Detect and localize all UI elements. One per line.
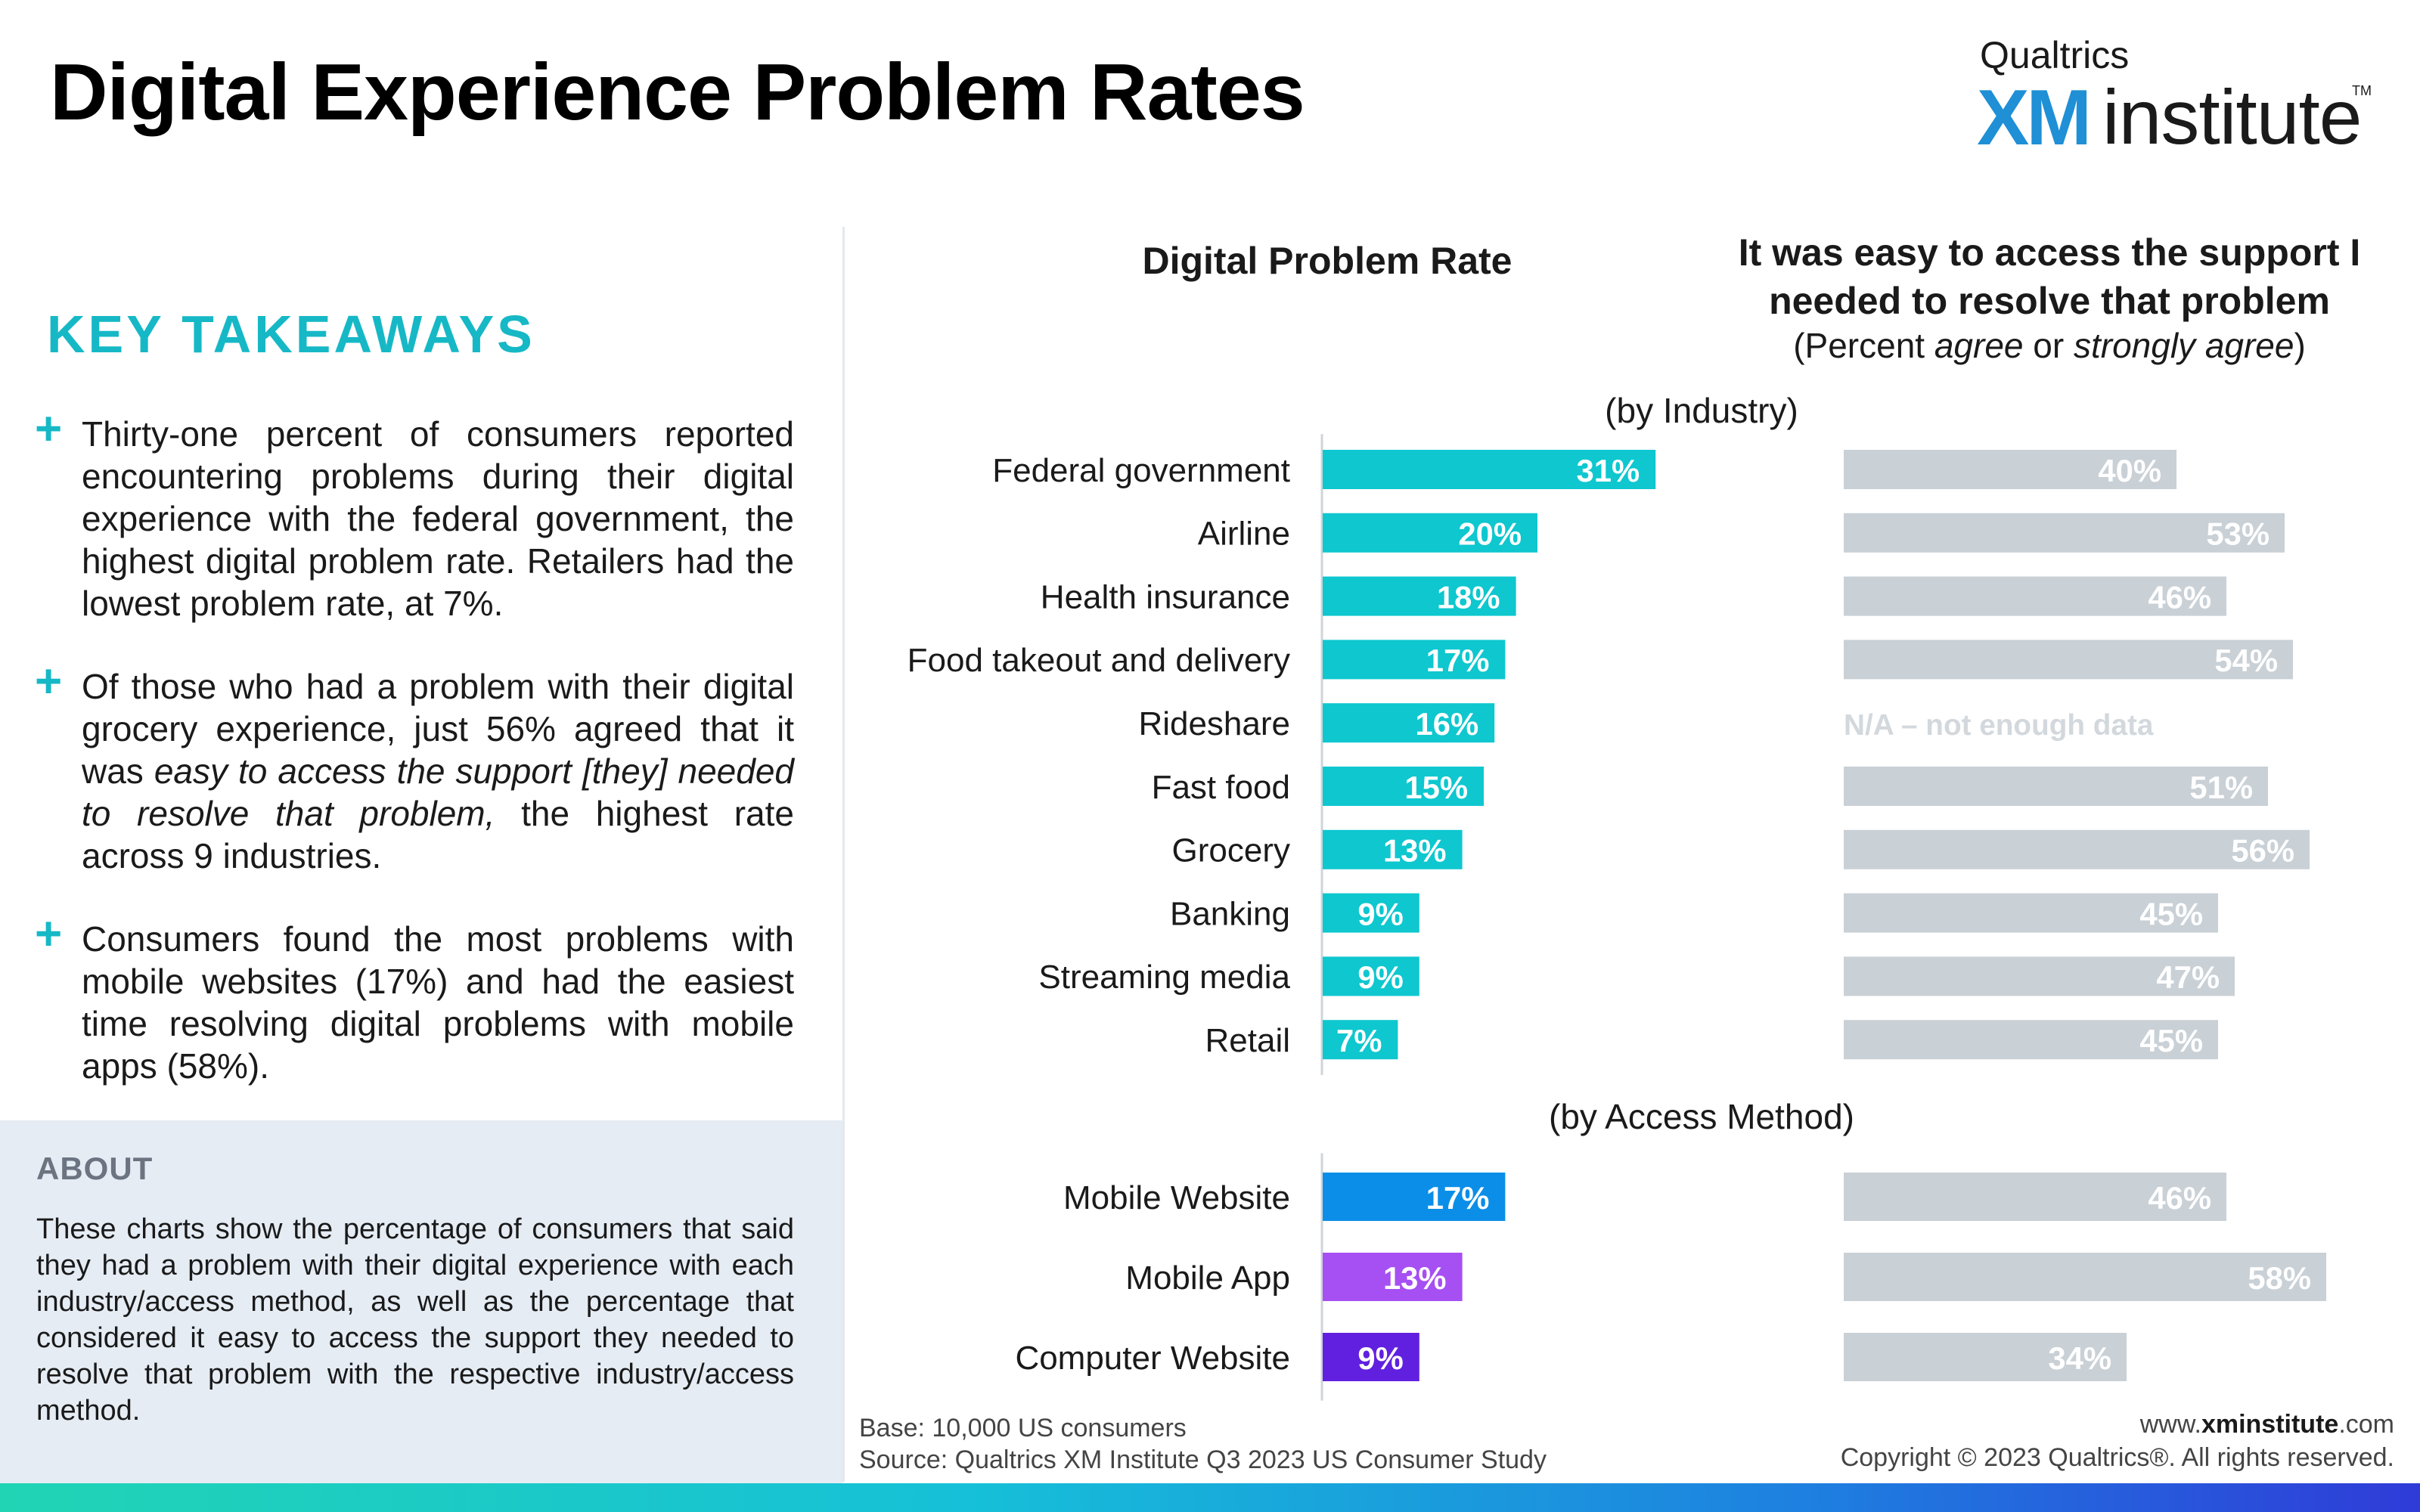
problem-rate-value-airline: 20% xyxy=(1458,516,1522,552)
support-value-mobile-website: 46% xyxy=(2148,1180,2211,1216)
problem-rate-bar-federal-government xyxy=(1323,450,1656,489)
support-value-mobile-app: 58% xyxy=(2248,1260,2311,1296)
problem-rate-value-rideshare: 16% xyxy=(1416,706,1479,742)
support-value-health-insurance: 46% xyxy=(2148,579,2211,615)
category-label-airline: Airline xyxy=(1198,516,1290,553)
problem-rate-bar-mobile-website xyxy=(1323,1173,1506,1221)
xm-institute-logo: Qualtrics XM institute TM xyxy=(1977,29,2372,157)
category-label-banking: Banking xyxy=(1170,895,1290,932)
category-label-food-takeout-and-delivery: Food takeout and delivery xyxy=(908,642,1290,679)
key-takeaways-heading: KEY TAKEAWAYS xyxy=(47,305,535,364)
by-industry-label: (by Industry) xyxy=(1605,391,1798,430)
problem-rate-value-retail: 7% xyxy=(1336,1023,1382,1058)
copyright-block: www.xminstitute.com Copyright © 2023 Qua… xyxy=(1841,1408,2394,1474)
plus-icon: + xyxy=(35,403,63,455)
problem-rate-bar-health-insurance xyxy=(1323,576,1516,616)
category-label-grocery: Grocery xyxy=(1172,832,1290,869)
category-label-fast-food: Fast food xyxy=(1152,769,1290,806)
problem-rate-bar-computer-website xyxy=(1323,1333,1419,1381)
page-title: Digital Experience Problem Rates xyxy=(50,48,1305,137)
source-note: Base: 10,000 US consumers Source: Qualtr… xyxy=(859,1412,1547,1476)
source-line: Source: Qualtrics XM Institute Q3 2023 U… xyxy=(859,1445,1547,1474)
brand-gradient-bar xyxy=(0,1483,2420,1512)
problem-rate-value-streaming-media: 9% xyxy=(1357,959,1403,995)
category-label-mobile-website: Mobile Website xyxy=(1063,1179,1290,1216)
category-label-streaming-media: Streaming media xyxy=(1038,959,1290,996)
about-panel: ABOUT These charts show the percentage o… xyxy=(0,1120,842,1483)
problem-rate-bar-banking xyxy=(1323,893,1419,933)
logo-brand: Qualtrics xyxy=(1980,34,2130,76)
problem-rate-bar-fast-food xyxy=(1323,767,1484,806)
support-bar-health-insurance xyxy=(1844,576,2226,616)
problem-rate-value-grocery: 13% xyxy=(1383,833,1447,869)
problem-rate-value-mobile-app: 13% xyxy=(1383,1260,1447,1296)
support-bar-airline xyxy=(1844,513,2285,553)
takeaway-item-3: Consumers found the most problems with m… xyxy=(82,919,794,1086)
logo-institute: institute xyxy=(2102,74,2363,160)
support-value-grocery: 56% xyxy=(2231,833,2294,869)
problem-rate-value-mobile-website: 17% xyxy=(1426,1180,1490,1216)
support-value-streaming-media: 47% xyxy=(2156,959,2220,995)
support-value-banking: 45% xyxy=(2139,896,2203,931)
logo-xm: XM xyxy=(1977,74,2092,162)
takeaway-item-1: Thirty-one percent of consumers reported… xyxy=(82,414,794,623)
support-bar-federal-government xyxy=(1844,450,2176,489)
support-value-retail: 45% xyxy=(2139,1023,2203,1058)
support-header: It was easy to access the support I need… xyxy=(1738,231,2361,322)
base-note: Base: 10,000 US consumers xyxy=(859,1414,1187,1442)
about-title: ABOUT xyxy=(36,1151,154,1186)
takeaway-item-2: Of those who had a problem with their di… xyxy=(82,667,795,875)
support-bar-mobile-website xyxy=(1844,1173,2226,1221)
about-text: These charts show the percentage of cons… xyxy=(36,1213,794,1427)
support-value-food-takeout-and-delivery: 54% xyxy=(2214,643,2278,678)
logo-trademark: TM xyxy=(2352,83,2372,98)
support-bar-computer-website xyxy=(1844,1333,2127,1381)
support-bar-banking xyxy=(1844,893,2218,933)
category-label-rideshare: Rideshare xyxy=(1138,705,1290,742)
support-bar-food-takeout-and-delivery xyxy=(1844,640,2293,680)
support-value-computer-website: 34% xyxy=(2048,1340,2111,1376)
website-link[interactable]: www.xminstitute.com xyxy=(2139,1410,2394,1439)
category-label-federal-government: Federal government xyxy=(992,452,1290,489)
problem-rate-header: Digital Problem Rate xyxy=(1142,240,1512,282)
plus-icon: + xyxy=(35,908,63,960)
problem-rate-bar-airline xyxy=(1323,513,1537,553)
support-subheader: (Percent agree or strongly agree) xyxy=(1793,326,2306,365)
section-divider xyxy=(842,227,845,1482)
support-value-airline: 53% xyxy=(2206,516,2270,552)
problem-rate-bar-retail xyxy=(1323,1020,1398,1060)
category-label-health-insurance: Health insurance xyxy=(1041,578,1290,615)
problem-rate-value-food-takeout-and-delivery: 17% xyxy=(1426,643,1490,678)
support-value-fast-food: 51% xyxy=(2189,770,2253,805)
support-bar-mobile-app xyxy=(1844,1253,2326,1301)
support-na-label-rideshare: N/A – not enough data xyxy=(1844,709,2154,742)
problem-rate-bar-grocery xyxy=(1323,829,1463,869)
support-bar-retail xyxy=(1844,1020,2218,1060)
category-label-retail: Retail xyxy=(1205,1022,1291,1059)
support-bar-fast-food xyxy=(1844,767,2268,806)
problem-rate-bar-rideshare xyxy=(1323,703,1495,743)
problem-rate-value-fast-food: 15% xyxy=(1404,770,1468,805)
problem-rate-bar-food-takeout-and-delivery xyxy=(1323,640,1506,680)
plus-icon: + xyxy=(35,655,63,708)
copyright-text: Copyright © 2023 Qualtrics®. All rights … xyxy=(1840,1443,2394,1472)
support-bar-grocery xyxy=(1844,829,2310,869)
problem-rate-value-health-insurance: 18% xyxy=(1437,579,1500,615)
support-bar-streaming-media xyxy=(1844,956,2235,996)
category-label-computer-website: Computer Website xyxy=(1015,1340,1290,1377)
problem-rate-bar-mobile-app xyxy=(1323,1253,1463,1301)
problem-rate-bar-streaming-media xyxy=(1323,956,1419,996)
support-value-federal-government: 40% xyxy=(2098,453,2161,488)
problem-rate-value-banking: 9% xyxy=(1357,896,1403,931)
problem-rate-value-federal-government: 31% xyxy=(1577,453,1640,488)
category-label-mobile-app: Mobile App xyxy=(1125,1259,1290,1297)
problem-rate-value-computer-website: 9% xyxy=(1357,1340,1403,1376)
by-access-method-label: (by Access Method) xyxy=(1549,1097,1854,1136)
